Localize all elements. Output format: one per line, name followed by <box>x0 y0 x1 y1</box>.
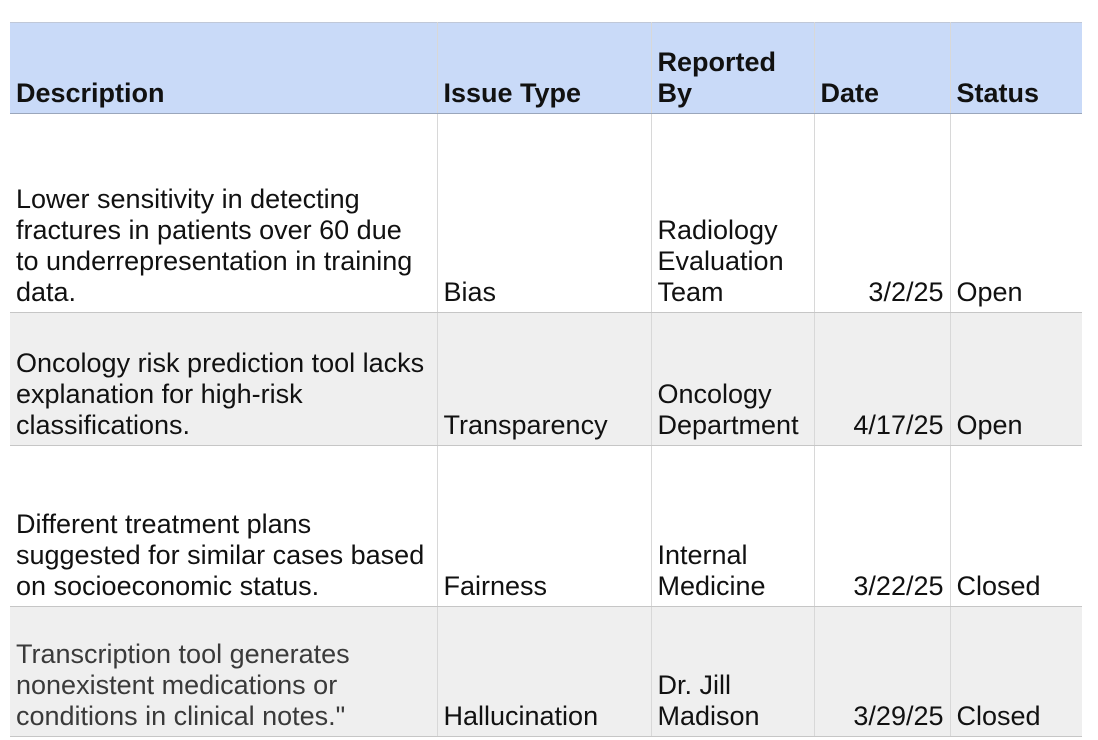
cell-description[interactable]: Different treatment plans suggested for … <box>10 445 438 607</box>
cell-date[interactable]: 3/29/25 <box>814 606 951 737</box>
cell-status[interactable]: Closed <box>950 606 1082 737</box>
cell-status[interactable]: Open <box>950 113 1082 313</box>
cell-issue-type[interactable]: Fairness <box>437 445 652 607</box>
issues-spreadsheet: Description Issue Type Reported By Date … <box>10 22 1082 737</box>
cell-date[interactable]: 3/22/25 <box>814 445 951 607</box>
cell-description[interactable]: Lower sensitivity in detecting fractures… <box>10 113 438 313</box>
cell-date[interactable]: 4/17/25 <box>814 312 951 446</box>
cell-description[interactable]: Oncology risk prediction tool lacks expl… <box>10 312 438 446</box>
cell-reported-by[interactable]: Radiology Evaluation Team <box>651 113 815 313</box>
header-issue-type[interactable]: Issue Type <box>437 22 652 114</box>
table-row: Transcription tool generates nonexistent… <box>10 606 1082 737</box>
cell-reported-by[interactable]: Internal Medicine <box>651 445 815 607</box>
header-date[interactable]: Date <box>814 22 951 114</box>
cell-status[interactable]: Open <box>950 312 1082 446</box>
cell-issue-type[interactable]: Bias <box>437 113 652 313</box>
header-status[interactable]: Status <box>950 22 1082 114</box>
cell-issue-type[interactable]: Transparency <box>437 312 652 446</box>
header-reported-by[interactable]: Reported By <box>651 22 815 114</box>
cell-status[interactable]: Closed <box>950 445 1082 607</box>
cell-date[interactable]: 3/2/25 <box>814 113 951 313</box>
cell-reported-by[interactable]: Dr. Jill Madison <box>651 606 815 737</box>
header-row: Description Issue Type Reported By Date … <box>10 22 1082 114</box>
table-row: Lower sensitivity in detecting fractures… <box>10 113 1082 313</box>
cell-issue-type[interactable]: Hallucination <box>437 606 652 737</box>
issues-table: Description Issue Type Reported By Date … <box>10 22 1082 737</box>
cell-reported-by[interactable]: Oncology Department <box>651 312 815 446</box>
cell-description[interactable]: Transcription tool generates nonexistent… <box>10 606 438 737</box>
header-description[interactable]: Description <box>10 22 438 114</box>
table-row: Different treatment plans suggested for … <box>10 445 1082 607</box>
table-row: Oncology risk prediction tool lacks expl… <box>10 312 1082 446</box>
